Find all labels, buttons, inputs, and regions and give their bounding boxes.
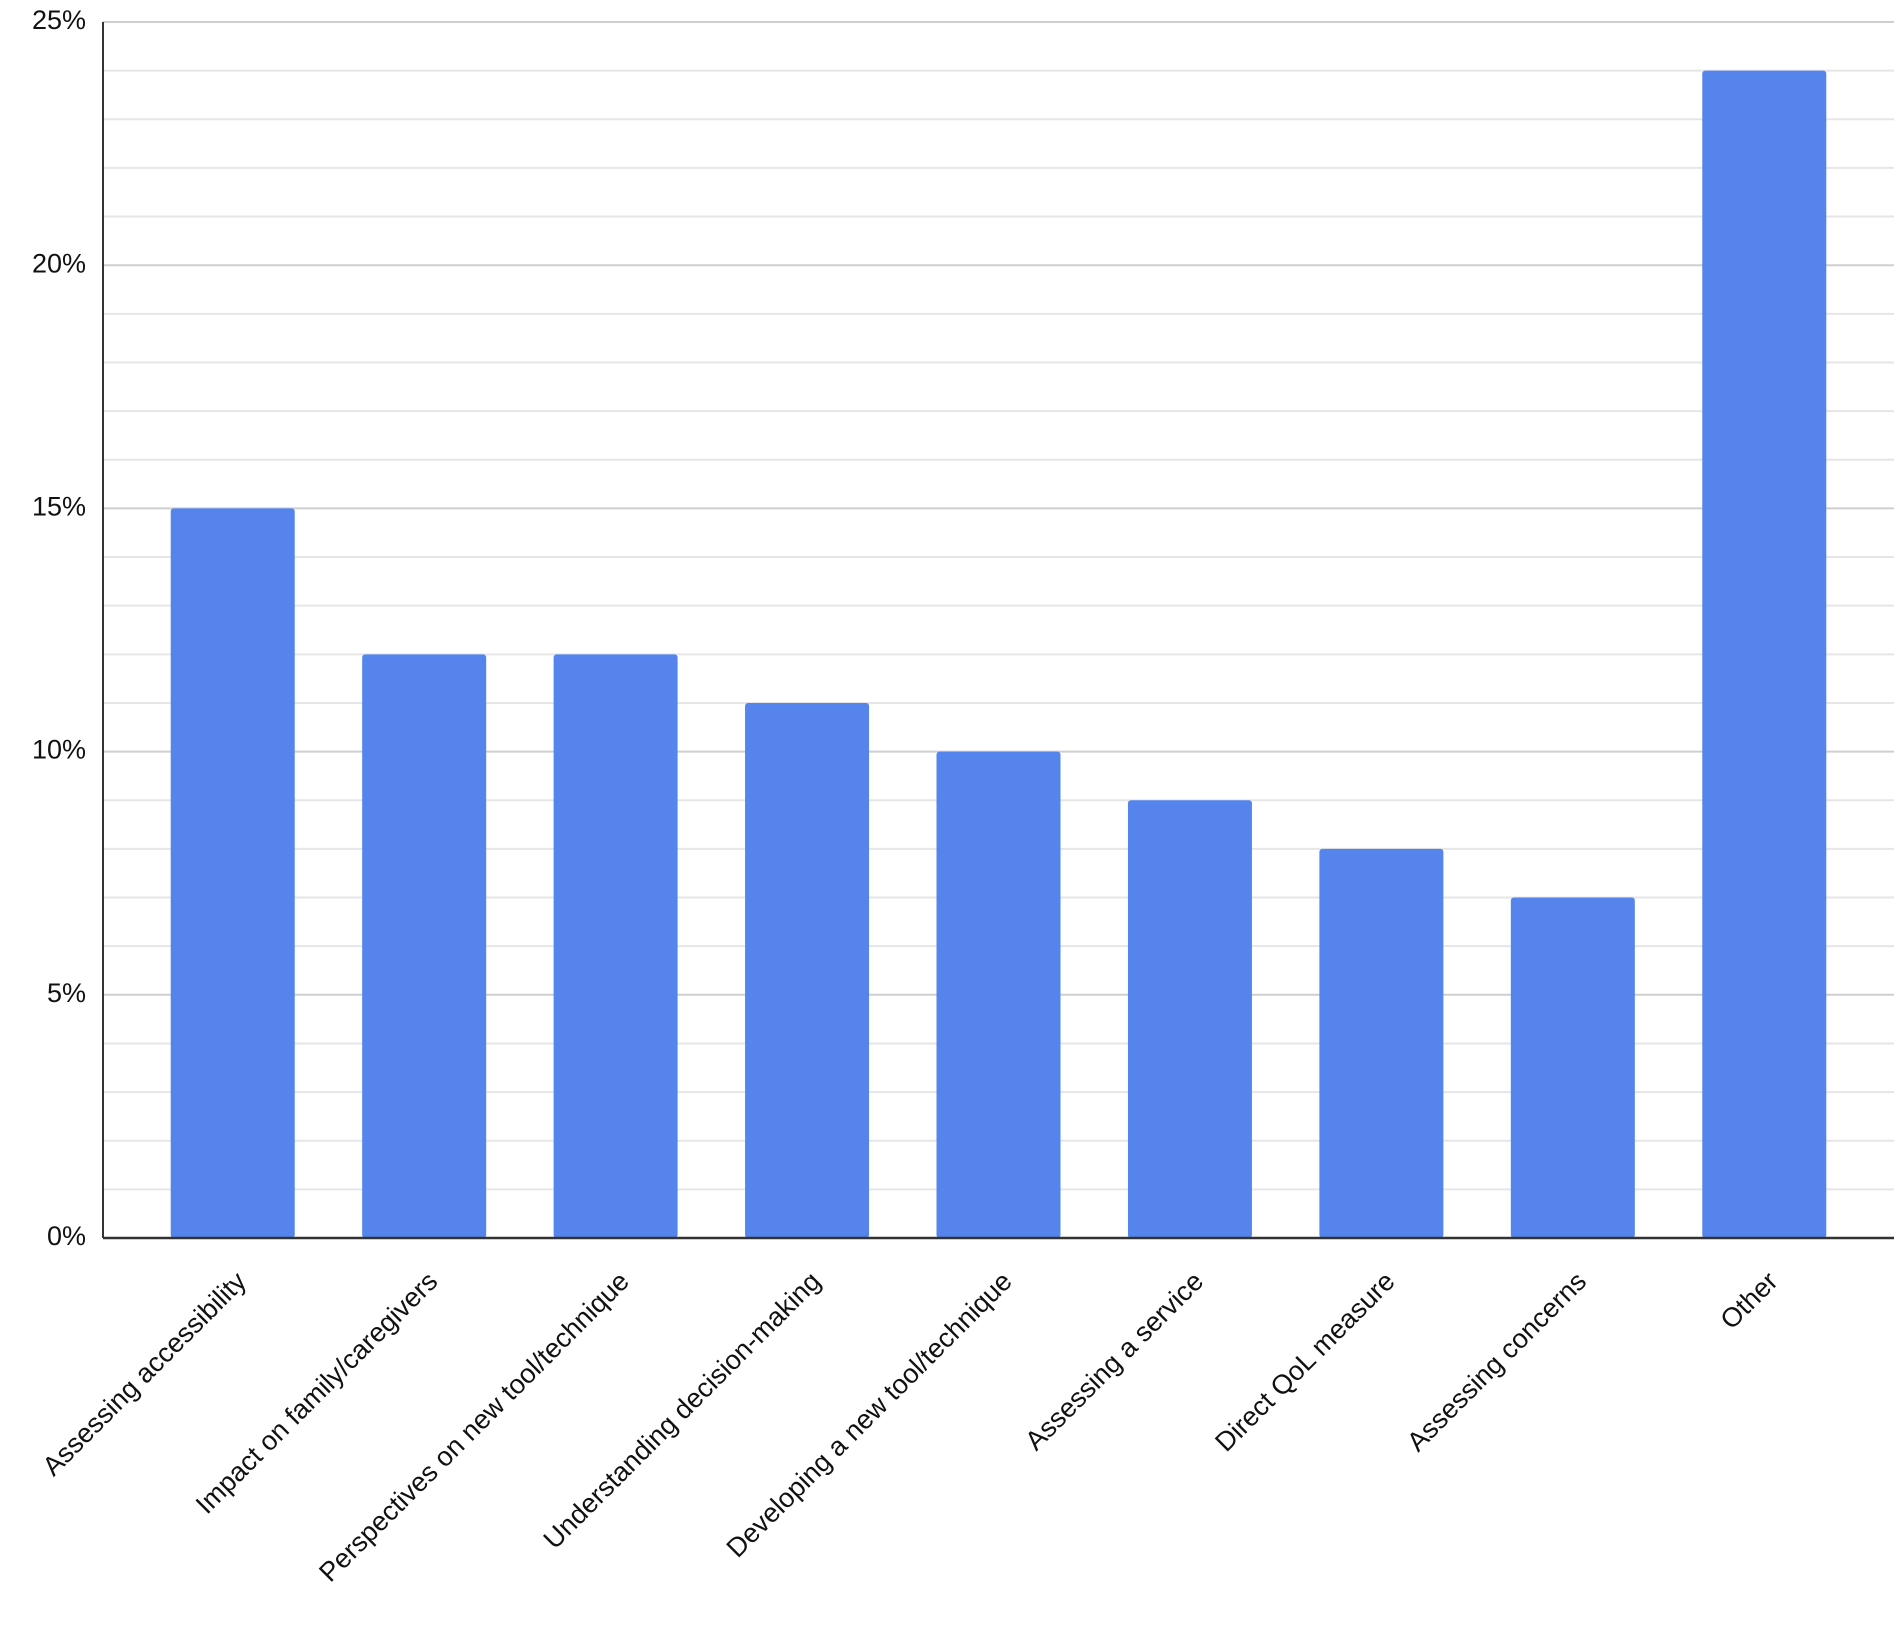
x-tick-label: Assessing concerns — [1401, 1266, 1592, 1457]
y-tick-label: 5% — [47, 978, 86, 1008]
x-tick-label: Assessing accessibility — [37, 1266, 253, 1482]
y-tick-label: 20% — [32, 248, 86, 278]
bar — [1702, 70, 1827, 1238]
x-tick-label: Direct QoL measure — [1209, 1266, 1400, 1457]
x-tick-label: Perspectives on new tool/technique — [313, 1266, 635, 1588]
bar — [170, 508, 295, 1238]
bar — [1319, 848, 1444, 1238]
y-tick-label: 0% — [47, 1221, 86, 1251]
y-tick-label: 10% — [32, 735, 86, 765]
x-tick-label: Other — [1715, 1266, 1784, 1335]
bar — [362, 654, 487, 1238]
bar — [1127, 800, 1252, 1238]
y-tick-label: 15% — [32, 492, 86, 522]
bar — [1510, 897, 1635, 1238]
x-tick-label: Assessing a service — [1019, 1266, 1209, 1456]
bar — [745, 702, 870, 1238]
y-tick-label: 25% — [32, 5, 86, 35]
bar — [553, 654, 678, 1238]
bar — [936, 751, 1061, 1238]
